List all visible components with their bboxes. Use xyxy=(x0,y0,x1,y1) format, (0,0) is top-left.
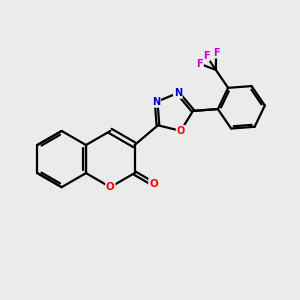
Text: O: O xyxy=(106,182,115,192)
Text: F: F xyxy=(213,48,219,58)
Text: N: N xyxy=(174,88,182,98)
Text: O: O xyxy=(149,179,158,189)
Text: N: N xyxy=(152,97,160,107)
Text: O: O xyxy=(177,126,185,136)
Text: F: F xyxy=(203,51,209,61)
Text: F: F xyxy=(196,59,203,69)
